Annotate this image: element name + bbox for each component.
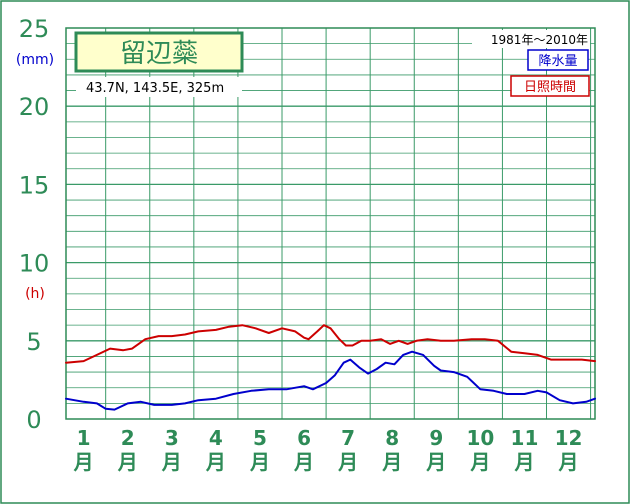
- x-tick-label: 3: [165, 426, 179, 450]
- legend-sunshine-box: [510, 75, 590, 97]
- sunshine-unit-label: (h): [25, 286, 45, 302]
- period-label: 1981年〜2010年: [491, 33, 588, 47]
- x-tick-label: 12: [555, 426, 583, 450]
- plot-border: [65, 27, 596, 420]
- x-tick-unit: 月: [381, 450, 402, 474]
- y-tick-label: 20: [19, 93, 50, 121]
- x-tick-label: 5: [253, 426, 267, 450]
- x-tick-label: 10: [466, 426, 494, 450]
- y-tick-label: 25: [19, 15, 50, 43]
- legend-sunshine-label: 日照時間: [524, 80, 576, 95]
- y-tick-label: 10: [19, 250, 50, 278]
- x-tick-label: 1: [77, 426, 91, 450]
- x-tick-unit: 月: [425, 450, 446, 474]
- y-tick-label: 5: [26, 328, 41, 356]
- legend: 降水量 日照時間: [510, 49, 590, 97]
- precip-unit-label: (mm): [16, 52, 54, 68]
- y-tick-label: 0: [26, 406, 41, 434]
- station-coords: 43.7N, 143.5E, 325m: [86, 81, 224, 96]
- period-box: [472, 30, 590, 48]
- legend-precip-box: [527, 49, 589, 71]
- x-tick-unit: 月: [513, 450, 534, 474]
- sunshine-line: [65, 324, 596, 364]
- x-tick-unit: 月: [337, 450, 358, 474]
- x-tick-unit: 月: [558, 450, 579, 474]
- series-layer: [65, 324, 596, 411]
- x-tick-unit: 月: [205, 450, 226, 474]
- x-tick-label: 6: [297, 426, 311, 450]
- station-name: 留辺蘂: [120, 39, 198, 69]
- x-tick-label: 9: [429, 426, 443, 450]
- x-tick-unit: 月: [469, 450, 490, 474]
- x-tick-unit: 月: [73, 450, 94, 474]
- x-tick-unit: 月: [293, 450, 314, 474]
- x-tick-label: 7: [341, 426, 355, 450]
- station-name-box: [74, 31, 244, 73]
- coords-box: [76, 77, 242, 97]
- precip-line: [65, 350, 596, 411]
- x-tick-unit: 月: [161, 450, 182, 474]
- x-tick-label: 2: [121, 426, 135, 450]
- x-tick-label: 4: [209, 426, 223, 450]
- legend-precip-label: 降水量: [538, 54, 577, 69]
- y-tick-labels: 0 5 10 15 20 25: [19, 15, 50, 434]
- x-tick-unit: 月: [117, 450, 138, 474]
- x-tick-unit: 月: [249, 450, 270, 474]
- x-tick-label: 11: [511, 426, 539, 450]
- x-tick-label: 8: [385, 426, 399, 450]
- y-tick-label: 15: [19, 171, 50, 199]
